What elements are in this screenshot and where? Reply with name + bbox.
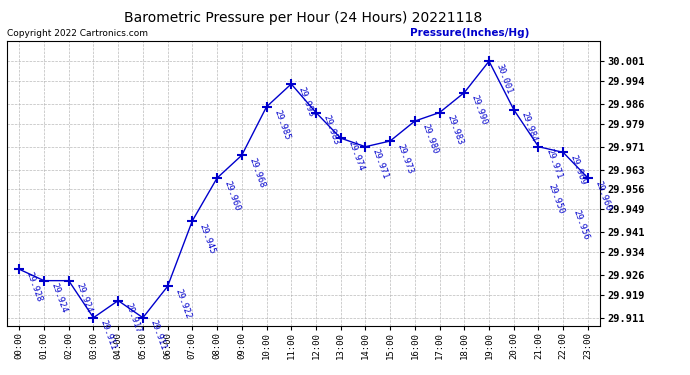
Text: 29.974: 29.974 (346, 140, 366, 172)
Text: 29.971: 29.971 (371, 148, 391, 181)
Text: 29.911: 29.911 (148, 319, 168, 352)
Text: 29.917: 29.917 (124, 302, 143, 334)
Text: Copyright 2022 Cartronics.com: Copyright 2022 Cartronics.com (7, 29, 148, 38)
Text: 29.973: 29.973 (395, 142, 415, 175)
Text: 29.960: 29.960 (223, 180, 242, 212)
Text: 29.983: 29.983 (445, 114, 464, 147)
Text: 29.911: 29.911 (99, 319, 118, 352)
Text: 29.969: 29.969 (569, 154, 588, 186)
Text: 29.968: 29.968 (247, 157, 266, 189)
Text: 29.956: 29.956 (571, 209, 591, 241)
Text: 29.983: 29.983 (322, 114, 341, 147)
Text: 29.980: 29.980 (420, 123, 440, 155)
Text: 29.985: 29.985 (272, 108, 291, 141)
Text: 29.922: 29.922 (173, 288, 193, 320)
Text: 29.924: 29.924 (75, 282, 94, 315)
Text: 29.960: 29.960 (593, 180, 613, 212)
Text: 29.924: 29.924 (50, 282, 69, 315)
Text: 29.993: 29.993 (297, 86, 316, 118)
Text: 29.928: 29.928 (25, 271, 44, 303)
Text: Barometric Pressure per Hour (24 Hours) 20221118: Barometric Pressure per Hour (24 Hours) … (124, 11, 483, 25)
Text: 29.950: 29.950 (546, 183, 566, 216)
Text: 29.945: 29.945 (198, 222, 217, 255)
Text: 29.990: 29.990 (470, 94, 489, 127)
Text: 29.971: 29.971 (544, 148, 563, 181)
Text: 30.001: 30.001 (495, 63, 514, 95)
Text: Pressure(Inches/Hg): Pressure(Inches/Hg) (411, 28, 530, 38)
Text: 29.984: 29.984 (520, 111, 539, 144)
